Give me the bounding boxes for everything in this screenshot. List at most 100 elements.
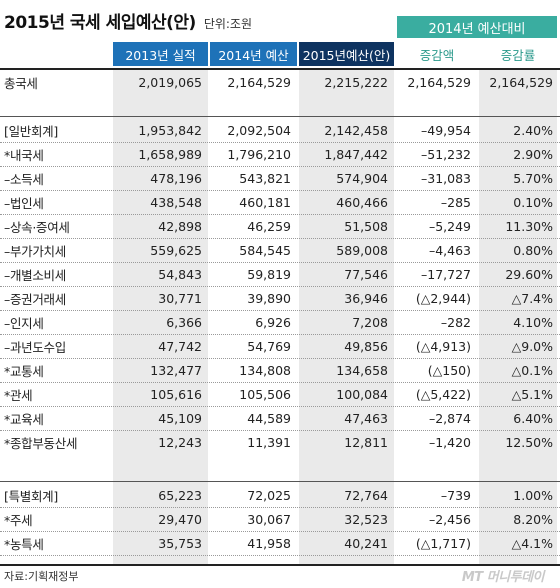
table-row: *주세 29,470 30,067 32,523 –2,456 8.20%: [0, 507, 560, 531]
section-divider: [0, 116, 560, 117]
column-header-2013: 2013년 실적: [113, 42, 208, 66]
table-row: [특별회계] 65,223 72,025 72,764 –739 1.00%: [0, 483, 560, 507]
row-label: –증권거래세: [4, 291, 66, 307]
value-diff: –49,954: [421, 122, 471, 138]
value-diff: (△4,913): [415, 338, 471, 354]
value-diff: –17,727: [421, 266, 471, 282]
table-row: –소득세 478,196 543,821 574,904 –31,083 5.70%: [0, 166, 560, 190]
page-title: 2015년 국세 세입예산(안): [4, 13, 196, 33]
section-divider: [0, 481, 560, 482]
row-label: *종합부동산세: [4, 435, 78, 451]
row-label: *주세: [4, 512, 33, 528]
value-rate: 2,164,529: [489, 74, 553, 90]
value-2013: 30,771: [158, 290, 202, 306]
value-2013: 105,616: [150, 386, 202, 402]
value-2013: 65,223: [158, 487, 202, 503]
value-2015: 7,208: [352, 314, 388, 330]
row-label: *농특세: [4, 536, 44, 552]
row-label: –상속·증여세: [4, 219, 70, 235]
value-2014: 105,506: [239, 386, 291, 402]
row-label: –부가가치세: [4, 243, 66, 259]
row-divider: [0, 262, 560, 263]
value-2013: 42,898: [158, 218, 202, 234]
bottom-rule: [0, 564, 560, 566]
row-label: –소득세: [4, 171, 44, 187]
value-2013: 2,019,065: [138, 74, 202, 90]
table-row: –개별소비세 54,843 59,819 77,546 –17,727 29.60%: [0, 262, 560, 286]
value-rate: 2.40%: [513, 122, 553, 138]
table-row: *교육세 45,109 44,589 47,463 –2,874 6.40%: [0, 406, 560, 430]
value-diff: –31,083: [421, 170, 471, 186]
value-2014: 59,819: [247, 266, 291, 282]
table-row: 총국세 2,019,065 2,164,529 2,215,222 2,164,529 2…: [0, 70, 560, 94]
value-2015: 12,811: [344, 434, 388, 450]
value-rate: △5.1%: [511, 386, 553, 402]
row-divider: [0, 286, 560, 287]
value-rate: 4.10%: [513, 314, 553, 330]
column-header-2014: 2014년 예산: [210, 42, 297, 66]
value-2013: 47,742: [158, 338, 202, 354]
value-2014: 72,025: [247, 487, 291, 503]
value-2013: 559,625: [150, 242, 202, 258]
value-2014: 46,259: [247, 218, 291, 234]
value-rate: △9.0%: [511, 338, 553, 354]
row-label: –법인세: [4, 195, 44, 211]
value-2015: 40,241: [344, 535, 388, 551]
value-diff: –51,232: [421, 146, 471, 162]
value-diff: –2,456: [428, 511, 471, 527]
title-row: 2015년 국세 세입예산(안) 단위:조원: [4, 8, 252, 33]
table-row: *종합부동산세 12,243 11,391 12,811 –1,420 12.50%: [0, 430, 560, 454]
value-diff: –282: [440, 314, 471, 330]
value-diff: –285: [440, 194, 471, 210]
value-2014: 41,958: [247, 535, 291, 551]
value-2014: 134,808: [239, 362, 291, 378]
value-rate: △0.1%: [511, 362, 553, 378]
row-divider: [0, 531, 560, 532]
compare-header: 2014년 예산대비: [397, 16, 557, 38]
column-header-diff: 증감액: [397, 42, 477, 66]
value-2015: 460,466: [336, 194, 388, 210]
value-2015: 72,764: [344, 487, 388, 503]
table-row: –부가가치세 559,625 584,545 589,008 –4,463 0.80%: [0, 238, 560, 262]
value-2014: 44,589: [247, 410, 291, 426]
row-label: [일반회계]: [4, 123, 58, 139]
value-2015: 574,904: [336, 170, 388, 186]
row-divider: [0, 358, 560, 359]
table-row: *관세 105,616 105,506 100,084 (△5,422) △5.1%: [0, 382, 560, 406]
value-2014: 11,391: [247, 434, 291, 450]
value-2013: 1,953,842: [138, 122, 202, 138]
row-divider: [0, 406, 560, 407]
value-2013: 6,366: [166, 314, 202, 330]
column-header-rate: 증감률: [479, 42, 557, 66]
value-2014: 2,092,504: [227, 122, 291, 138]
value-2013: 132,477: [150, 362, 202, 378]
source-note: 자료:기획재정부: [4, 570, 79, 583]
value-rate: 6.40%: [513, 410, 553, 426]
table-row: –법인세 438,548 460,181 460,466 –285 0.10%: [0, 190, 560, 214]
row-divider: [0, 310, 560, 311]
value-diff: 2,164,529: [407, 74, 471, 90]
row-divider: [0, 334, 560, 335]
table-row: [일반회계] 1,953,842 2,092,504 2,142,458 –49,954…: [0, 118, 560, 142]
value-2015: 36,946: [344, 290, 388, 306]
value-2014: 54,769: [247, 338, 291, 354]
value-rate: 11.30%: [505, 218, 553, 234]
value-rate: △7.4%: [511, 290, 553, 306]
value-2015: 2,215,222: [324, 74, 388, 90]
value-2015: 2,142,458: [324, 122, 388, 138]
value-diff: –739: [440, 487, 471, 503]
row-divider: [0, 190, 560, 191]
value-2015: 589,008: [336, 242, 388, 258]
value-2015: 51,508: [344, 218, 388, 234]
row-label: –개별소비세: [4, 267, 66, 283]
value-rate: 1.00%: [513, 487, 553, 503]
value-2013: 35,753: [158, 535, 202, 551]
table-row: –상속·증여세 42,898 46,259 51,508 –5,249 11.30%: [0, 214, 560, 238]
table-row: –인지세 6,366 6,926 7,208 –282 4.10%: [0, 310, 560, 334]
row-label: [특별회계]: [4, 488, 58, 504]
value-diff: –4,463: [428, 242, 471, 258]
value-diff: (△150): [427, 362, 471, 378]
value-rate: 8.20%: [513, 511, 553, 527]
value-2015: 32,523: [344, 511, 388, 527]
value-rate: △4.1%: [511, 535, 553, 551]
